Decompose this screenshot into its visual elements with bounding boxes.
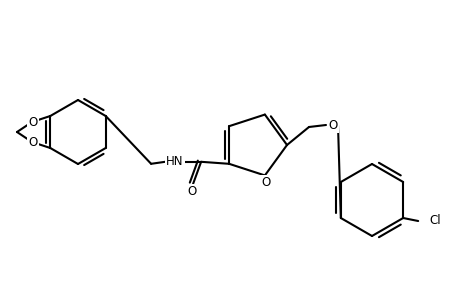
Text: O: O — [261, 176, 270, 189]
Text: Cl: Cl — [428, 214, 440, 227]
Text: O: O — [28, 136, 38, 148]
Text: HN: HN — [166, 155, 184, 168]
Text: O: O — [187, 185, 196, 198]
Text: O: O — [28, 116, 38, 128]
Text: O: O — [328, 118, 337, 131]
